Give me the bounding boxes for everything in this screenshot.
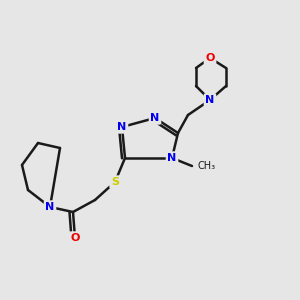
Text: N: N xyxy=(117,122,127,132)
Text: N: N xyxy=(150,113,160,123)
Text: N: N xyxy=(45,202,55,212)
Text: CH₃: CH₃ xyxy=(198,161,216,171)
Text: N: N xyxy=(206,95,214,105)
Text: O: O xyxy=(205,53,215,63)
Text: S: S xyxy=(111,177,119,187)
Text: O: O xyxy=(70,233,80,243)
Text: N: N xyxy=(167,153,177,163)
